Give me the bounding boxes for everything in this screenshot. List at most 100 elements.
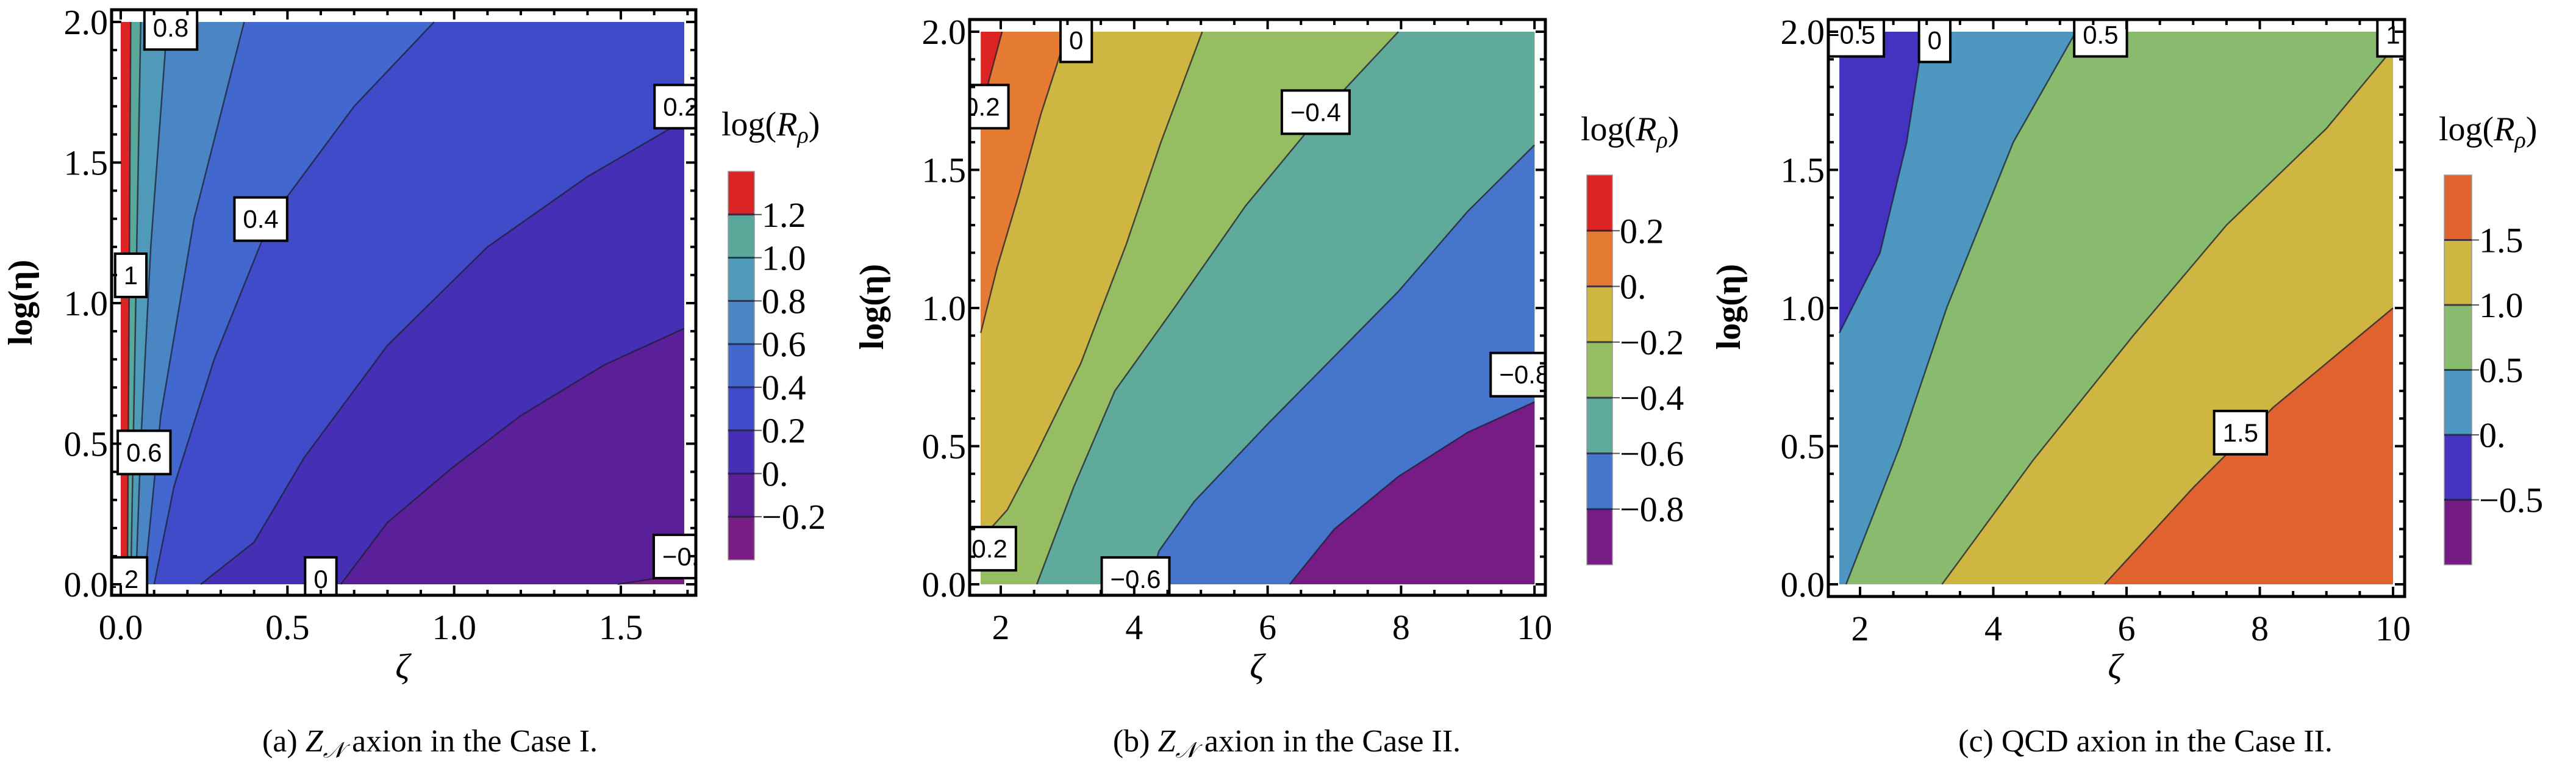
contour-label: −0.8: [1489, 351, 1550, 398]
plot-area: −0.5 0 0.5 1 1.5: [1828, 20, 2405, 585]
contour-label: −0.4: [1280, 89, 1351, 135]
plot-area: 0 0.2 −0.4 −0.8 −0.2 −0.6: [957, 20, 1550, 595]
contour-label-text: −0.8: [1499, 360, 1550, 389]
colorbar-tick-label: 0.8: [762, 281, 806, 321]
contour-label-box: [1059, 20, 1093, 63]
colorbar: −0.8 −0.6 −0.4 −0.2 0. 0.2: [1586, 174, 1684, 565]
contour-line-4: [1149, 144, 1536, 585]
contour-label-text: 0.2: [964, 92, 1000, 121]
axis-ticks: [1828, 20, 2405, 596]
contour-label-box: [653, 84, 696, 130]
panel-caption: (a) Z𝒩 axion in the Case I.: [262, 724, 598, 762]
x-tick-label: 10: [1517, 607, 1552, 647]
contour-label-box: [304, 556, 338, 595]
x-tick-label: 2: [992, 607, 1010, 647]
colorbar-tick-label: 1.0: [762, 238, 806, 278]
colorbar-tick-label: 1.5: [2479, 221, 2524, 260]
contour-label-text: 0.8: [153, 13, 188, 42]
colorbar-band: [728, 257, 754, 301]
colorbar-band: [728, 387, 754, 431]
contour-label-box: [116, 429, 172, 476]
contour-band-7: [617, 570, 684, 584]
contour-label-box: [1828, 20, 1886, 58]
y-tick-label: 2.0: [922, 12, 967, 52]
contour-label-box: [112, 556, 149, 595]
contour-label-text: 0: [1928, 26, 1942, 55]
y-tick-label: 2.0: [64, 2, 109, 42]
contour-line-1: [979, 31, 1068, 334]
y-tick-label: 1.0: [1781, 288, 1825, 328]
colorbar-title-post: ): [809, 106, 820, 143]
y-axis-label: log(η): [853, 264, 891, 350]
axis-ticks: [970, 20, 1545, 595]
colorbar-band: [1587, 175, 1612, 231]
y-axis-label: log(η): [2, 260, 40, 346]
contour-line-5: [200, 120, 685, 585]
contour-line-5: [1289, 401, 1535, 585]
contour-label: 0.6: [116, 429, 172, 476]
contour-label-box: [2376, 20, 2405, 58]
colorbar-band: [728, 344, 754, 388]
y-axis-label: log(η): [1710, 264, 1748, 350]
contour-label-box: [970, 526, 1017, 572]
x-tick-label: 4: [1984, 609, 2002, 648]
y-tick-label: 0.5: [64, 424, 109, 464]
colorbar-frame: [1586, 174, 1613, 565]
colorbar-band: [1587, 231, 1612, 287]
contour-line-0: [126, 21, 132, 585]
contour-label-text: 0.5: [2083, 21, 2118, 49]
colorbar-tick-label: 0.: [1620, 267, 1647, 307]
colorbar-tick-label: 0.2: [762, 411, 806, 451]
x-tick-label: 10: [2375, 609, 2411, 648]
panel-a: 0.8 0.2 0.4 1 0.6 1.2 0 −0.2 0.0 0.5 1.0 1.5 0.0 0.5 1…: [2, 2, 826, 762]
y-tick-label: 1.5: [64, 143, 109, 183]
contour-label: 0.2: [653, 84, 696, 130]
contour-label-box: [652, 533, 696, 579]
x-tick-label: 6: [2118, 609, 2136, 648]
contour-label-text: 0.4: [243, 205, 278, 234]
colorbar-frame: [728, 171, 755, 561]
colorbar-tick-label: −0.5: [2479, 481, 2543, 520]
contour-label: 0: [1059, 20, 1093, 63]
y-tick-label: 0.5: [922, 427, 967, 467]
y-tick-label: 1.0: [64, 284, 109, 323]
contour-label-text: 1: [2386, 21, 2400, 49]
contour-label: 1: [2376, 20, 2405, 58]
contour-label: 0.8: [143, 10, 199, 51]
panel-c: −0.5 0 0.5 1 1.5 2 4 6 8 10 0.0 0.5 1.0 1.5 2.0 ζ log(η)…: [1710, 12, 2543, 759]
colorbar-title-pre: log(: [1581, 110, 1636, 148]
caption-prefix: (b): [1113, 724, 1158, 759]
contour-label-box: [1917, 20, 1952, 63]
contour-line-1: [130, 21, 142, 585]
colorbar-title-sub: ρ: [796, 123, 808, 148]
colorbar-band: [2444, 175, 2472, 240]
colorbar-title-sub: ρ: [1656, 127, 1667, 153]
colorbar-title: log(Rρ): [2439, 110, 2537, 153]
colorbar-band: [728, 517, 754, 561]
contour-line-6: [340, 328, 685, 585]
colorbar-band: [2444, 370, 2472, 435]
contour-line-1: [1845, 31, 2077, 585]
caption-prefix: (c) QCD axion in the Case II.: [1958, 724, 2333, 759]
contour-band-5: [1289, 402, 1535, 584]
contour-label-box: [2073, 20, 2128, 58]
colorbar-tick-label: −0.6: [1620, 434, 1684, 473]
contour-line-2: [135, 21, 168, 585]
colorbar-title-sub: ρ: [2514, 127, 2525, 153]
x-tick-label: 8: [1392, 607, 1410, 647]
colorbar-tick-label: 0.2: [1620, 211, 1664, 251]
colorbar-title-var: R: [2493, 110, 2514, 148]
x-axis-label: ζ: [2108, 647, 2124, 686]
colorbar-tick-label: −0.4: [1620, 378, 1684, 418]
colorbar-title: log(Rρ): [1581, 110, 1679, 153]
colorbar-tick-label: 0.5: [2479, 351, 2524, 390]
x-tick-label: 6: [1259, 607, 1276, 647]
contour-label-text: −0.4: [1290, 98, 1341, 126]
contour-label: 0.4: [233, 196, 288, 242]
x-axis-label: ζ: [1250, 647, 1266, 686]
colorbar: −0.5 0. 0.5 1.0 1.5: [2444, 174, 2543, 565]
colorbar-title-var: R: [776, 106, 797, 143]
colorbar-band: [728, 473, 754, 517]
contour-label-box: [143, 10, 199, 51]
contour-label-text: −0.2: [957, 534, 1007, 563]
